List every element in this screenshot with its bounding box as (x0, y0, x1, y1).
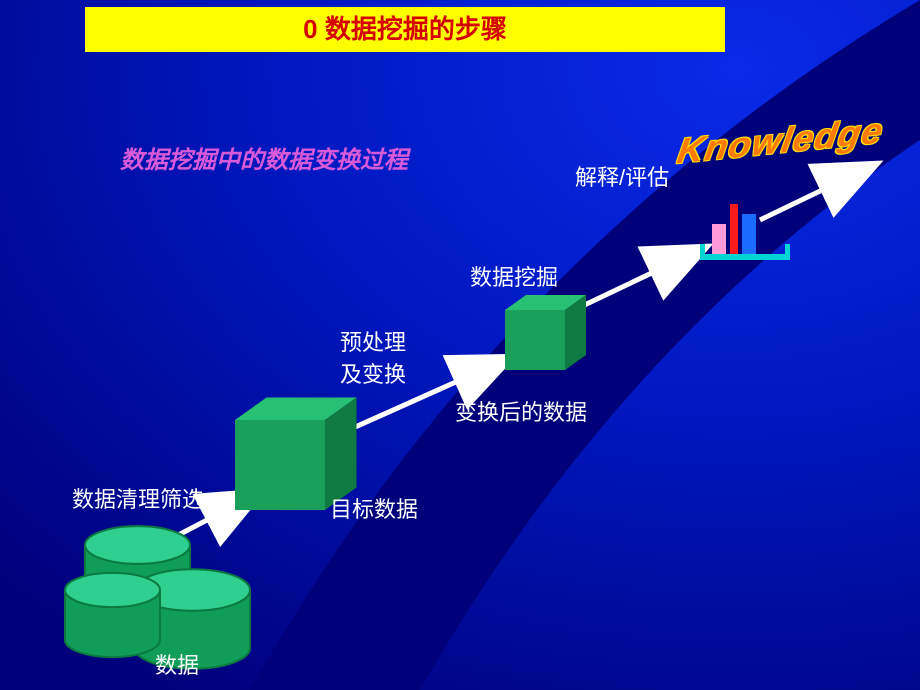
title-bar: 0 数据挖掘的步骤 (85, 7, 725, 52)
step-label: 变换后的数据 (455, 395, 587, 427)
subtitle: 数据挖掘中的数据变换过程 (120, 140, 408, 175)
step-label: 解释/评估 (575, 160, 669, 192)
step-label: 数据 (155, 648, 199, 680)
step-label: 数据清理筛选 (72, 482, 204, 514)
step-label: 预处理及变换 (340, 325, 406, 389)
background (0, 0, 920, 690)
step-label: 目标数据 (330, 492, 418, 524)
step-label: 数据挖掘 (470, 260, 558, 292)
title-text: 0 数据挖掘的步骤 (303, 14, 507, 44)
subtitle-text: 数据挖掘中的数据变换过程 (120, 147, 408, 174)
